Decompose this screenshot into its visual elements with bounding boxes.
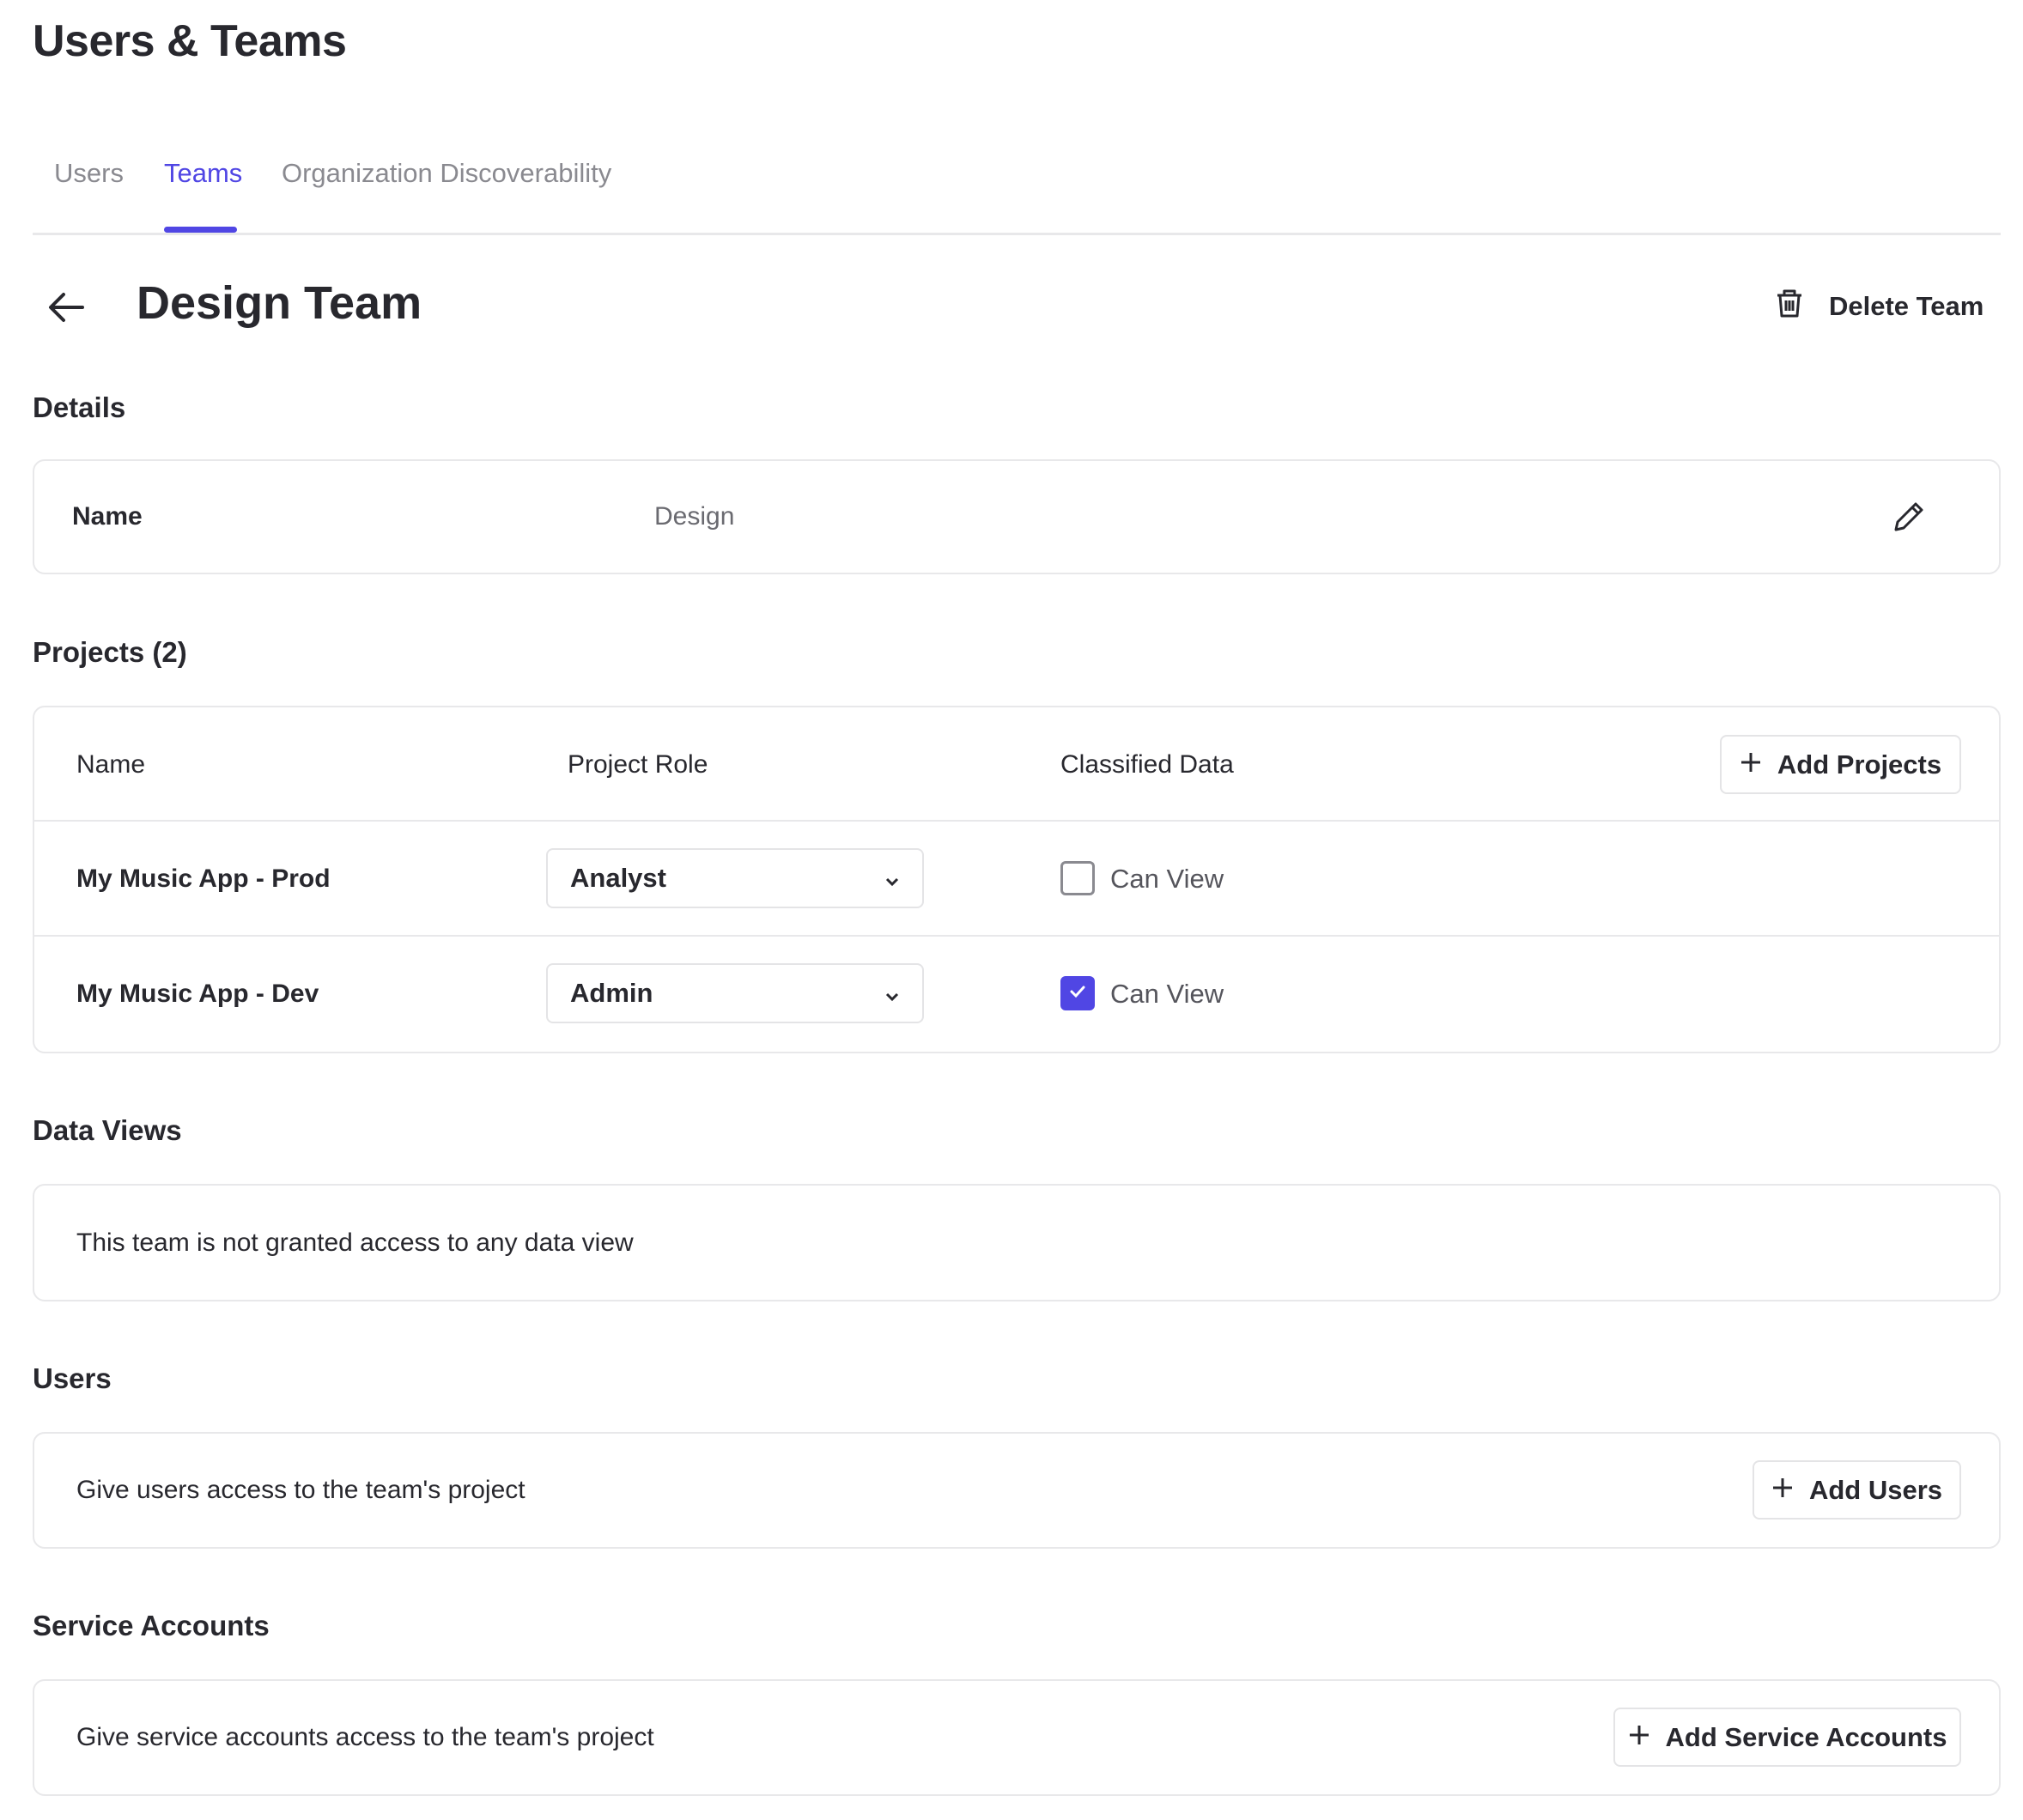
tab-teams[interactable]: Teams	[164, 158, 243, 188]
details-heading: Details	[33, 391, 126, 423]
row-divider	[34, 820, 1999, 822]
service-accounts-heading: Service Accounts	[33, 1610, 270, 1641]
plus-icon	[1771, 1475, 1794, 1506]
users-text: Give users access to the team's project	[76, 1476, 525, 1504]
project-role-select[interactable]: Analyst	[546, 848, 924, 908]
project-role-select[interactable]: Admin	[546, 963, 924, 1023]
column-header-name: Name	[76, 749, 146, 779]
pencil-icon[interactable]	[1891, 499, 1927, 539]
details-card: Name Design	[33, 459, 2001, 574]
project-role-value: Admin	[570, 978, 653, 1008]
chevron-down-icon	[884, 863, 900, 894]
data-views-heading: Data Views	[33, 1114, 182, 1146]
name-value: Design	[654, 502, 735, 531]
add-users-button[interactable]: Add Users	[1753, 1460, 1961, 1520]
plus-icon	[1740, 749, 1762, 780]
project-name: My Music App - Dev	[76, 979, 319, 1008]
back-arrow-icon[interactable]	[45, 286, 88, 329]
data-views-card: This team is not granted access to any d…	[33, 1184, 2001, 1301]
service-accounts-text: Give service accounts access to the team…	[76, 1723, 654, 1751]
name-label: Name	[72, 502, 143, 531]
tab-bar: Users Teams Organization Discoverability	[33, 146, 2001, 235]
projects-heading: Projects (2)	[33, 636, 187, 668]
column-header-classified-data: Classified Data	[1060, 749, 1234, 779]
project-role-value: Analyst	[570, 863, 666, 893]
can-view-checkbox[interactable]	[1060, 976, 1095, 1010]
delete-team-label: Delete Team	[1829, 291, 1984, 321]
team-title: Design Team	[137, 277, 422, 329]
column-header-project-role: Project Role	[568, 749, 708, 779]
project-name: My Music App - Prod	[76, 864, 331, 893]
service-accounts-card: Give service accounts access to the team…	[33, 1679, 2001, 1796]
add-projects-label: Add Projects	[1777, 749, 1942, 780]
can-view-label: Can View	[1110, 864, 1224, 894]
add-projects-button[interactable]: Add Projects	[1720, 735, 1961, 794]
can-view-checkbox[interactable]	[1060, 861, 1095, 895]
add-service-accounts-label: Add Service Accounts	[1665, 1721, 1947, 1752]
users-card: Give users access to the team's project …	[33, 1432, 2001, 1549]
row-divider	[34, 935, 1999, 937]
users-heading: Users	[33, 1362, 112, 1394]
active-tab-indicator	[164, 227, 237, 233]
tab-users[interactable]: Users	[54, 158, 124, 188]
can-view-label: Can View	[1110, 979, 1224, 1009]
chevron-down-icon	[884, 978, 900, 1009]
trash-icon	[1772, 286, 1807, 327]
add-users-label: Add Users	[1808, 1474, 1943, 1505]
plus-icon	[1628, 1722, 1650, 1753]
tab-organization-discoverability[interactable]: Organization Discoverability	[282, 158, 612, 188]
delete-team-button[interactable]: Delete Team	[1772, 286, 1984, 327]
page-title: Users & Teams	[33, 16, 347, 66]
projects-table: Name Project Role Classified Data Add Pr…	[33, 706, 2001, 1053]
checkmark-icon	[1067, 981, 1088, 1006]
data-views-empty-text: This team is not granted access to any d…	[76, 1228, 634, 1257]
add-service-accounts-button[interactable]: Add Service Accounts	[1613, 1708, 1961, 1767]
